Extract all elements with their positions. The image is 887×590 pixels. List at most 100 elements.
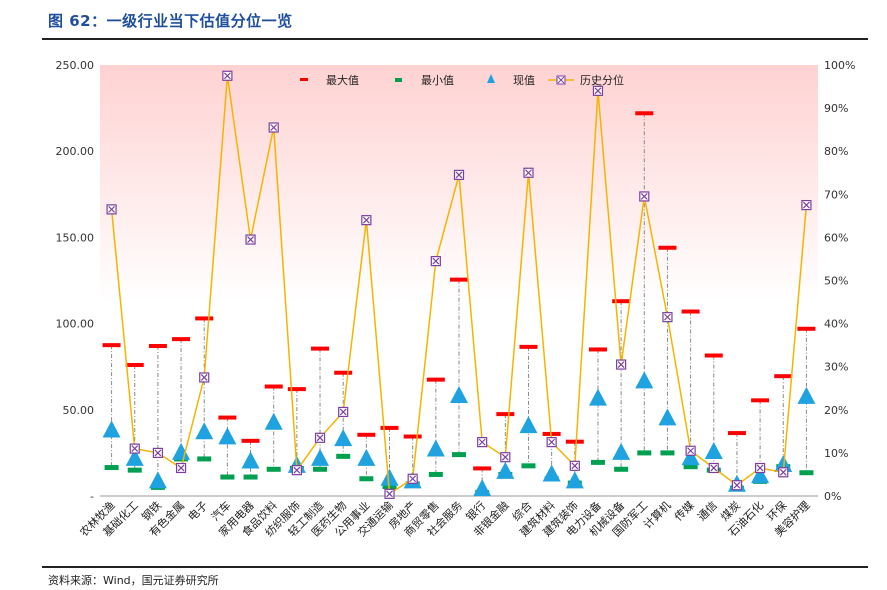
percentile-point (500, 452, 511, 463)
percentile-point (245, 234, 256, 245)
max-mark (450, 277, 468, 282)
current-mark (635, 371, 654, 389)
percentile-point (453, 169, 465, 181)
current-mark (102, 420, 121, 438)
percentile-point (477, 437, 488, 448)
page-title: 图 62：一级行业当下估值分位一览 (48, 12, 293, 30)
percentile-point (384, 488, 395, 499)
max-mark (172, 337, 191, 342)
max-mark (195, 316, 214, 321)
y2-tick-label: 50% (824, 275, 848, 288)
current-mark (264, 412, 283, 430)
percentile-point (152, 447, 164, 458)
min-mark (104, 465, 119, 471)
current-mark (426, 439, 445, 457)
legend-item: 现值 (487, 74, 535, 87)
current-mark (658, 408, 677, 426)
max-mark (704, 353, 723, 358)
current-mark (125, 448, 144, 466)
percentile-point (778, 467, 789, 478)
current-mark (148, 471, 167, 489)
percentile-point (639, 191, 650, 202)
current-mark (797, 386, 816, 404)
y-tick-label: 200.00 (56, 145, 95, 158)
max-mark (148, 344, 167, 349)
min-mark (660, 450, 675, 456)
min-mark (266, 466, 281, 472)
min-mark (127, 467, 142, 473)
percentile-point (754, 462, 766, 474)
footer-rule (42, 566, 868, 568)
percentile-point (430, 256, 441, 267)
source-note: 资料来源：Wind，国元证券研究所 (48, 574, 219, 587)
min-mark (197, 456, 212, 462)
y2-tick-label: 10% (824, 447, 848, 460)
max-mark (751, 398, 770, 403)
legend-label: 最大值 (326, 73, 359, 87)
y2-tick-label: 70% (824, 188, 848, 201)
min-mark (220, 474, 235, 480)
max-mark (519, 344, 538, 349)
current-mark (357, 448, 376, 466)
percentile-point (338, 406, 349, 418)
percentile-point (616, 359, 627, 370)
current-mark (473, 479, 492, 497)
max-mark (311, 346, 330, 351)
legend-item: 最小值 (395, 74, 454, 87)
percentile-point (801, 199, 812, 211)
percentile-point (129, 443, 140, 454)
max-mark (496, 412, 515, 417)
y-tick-label: 150.00 (56, 231, 95, 244)
y2-tick-label: 0% (824, 490, 841, 503)
min-mark (428, 471, 443, 477)
percentile-point (592, 85, 604, 96)
min-mark (590, 459, 605, 465)
max-mark (588, 347, 607, 352)
legend-item: 最大值 (300, 73, 359, 87)
legend-label: 现值 (513, 74, 535, 87)
current-mark (612, 442, 631, 460)
max-mark (357, 432, 376, 437)
max-mark (334, 370, 353, 375)
current-mark (380, 468, 399, 486)
current-mark (496, 461, 515, 479)
percentile-point (175, 462, 187, 474)
max-mark (125, 362, 144, 367)
title-rule (42, 38, 868, 40)
current-mark (681, 448, 700, 466)
percentile-point (407, 473, 418, 484)
y-tick-label: 100.00 (56, 318, 95, 331)
max-mark (774, 374, 793, 379)
current-mark (542, 464, 561, 482)
min-mark (614, 466, 629, 472)
max-mark (264, 384, 283, 389)
min-mark (637, 450, 652, 456)
percentile-point (708, 462, 719, 474)
max-mark (102, 343, 121, 348)
legend-label: 历史分位 (580, 73, 624, 87)
y2-tick-label: 40% (824, 318, 848, 331)
y2-tick-label: 80% (824, 145, 848, 158)
y2-tick-label: 20% (824, 404, 848, 417)
max-mark (241, 438, 260, 443)
max-mark (658, 245, 677, 250)
current-mark (334, 429, 353, 447)
percentile-point (199, 372, 210, 383)
percentile-point (222, 70, 233, 81)
min-mark (799, 470, 814, 476)
current-mark (588, 388, 607, 406)
percentile-point (314, 432, 326, 443)
max-mark (681, 309, 700, 314)
current-mark (172, 442, 191, 460)
y-tick-label: 250.00 (56, 59, 95, 72)
current-mark (311, 448, 330, 466)
y2-tick-label: 30% (824, 361, 848, 374)
percentile-point (106, 204, 117, 215)
max-mark (380, 425, 399, 430)
current-mark (565, 471, 584, 489)
current-mark (450, 386, 468, 404)
min-mark (313, 466, 328, 472)
y-tick-label: 50.00 (63, 404, 95, 417)
max-mark (565, 439, 584, 444)
